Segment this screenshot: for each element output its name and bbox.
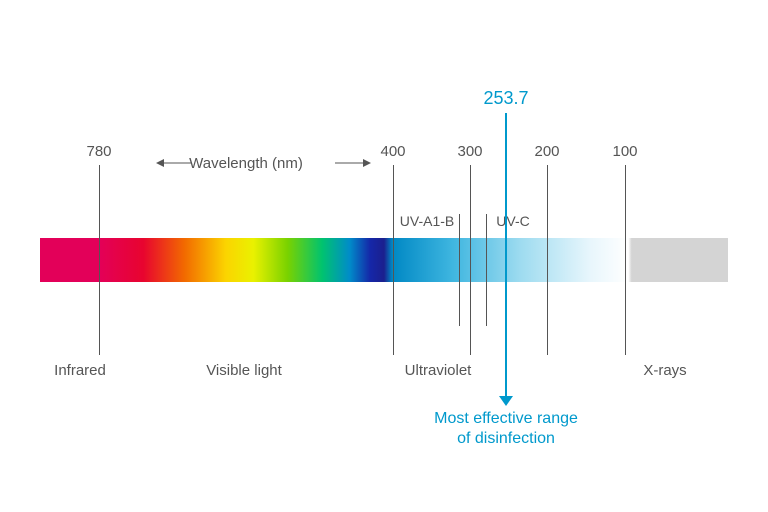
highlight-caption: Most effective range <box>434 410 578 428</box>
tick-label: 200 <box>534 143 559 160</box>
tick-line <box>547 165 548 355</box>
axis-title: Wavelength (nm) <box>189 155 303 172</box>
tick-line <box>625 165 626 355</box>
tick-line <box>486 214 487 326</box>
tick-label: 300 <box>457 143 482 160</box>
spectrum-diagram: 780 400 300 200 100 Wavelength (nm) UV-A1-B UV-… <box>0 0 768 512</box>
tick-label: 400 <box>380 143 405 160</box>
arrow-left-icon <box>156 158 192 168</box>
region-label: Visible light <box>206 362 282 379</box>
arrow-right-icon <box>335 158 371 168</box>
tick-label: 100 <box>612 143 637 160</box>
highlight-arrow-head-icon <box>499 396 513 406</box>
highlight-caption: of disinfection <box>457 430 555 448</box>
tick-line <box>459 214 460 326</box>
region-label: Ultraviolet <box>405 362 472 379</box>
highlight-value: 253.7 <box>483 88 528 109</box>
region-label: X-rays <box>643 362 686 379</box>
tick-line <box>470 165 471 355</box>
tick-line <box>99 165 100 355</box>
tick-line <box>393 165 394 355</box>
uv-band-label: UV-A1-B <box>400 213 454 229</box>
highlight-arrow-shaft <box>505 113 507 398</box>
region-label: Infrared <box>54 362 106 379</box>
uv-band-label: UV-C <box>496 213 529 229</box>
tick-label: 780 <box>86 143 111 160</box>
